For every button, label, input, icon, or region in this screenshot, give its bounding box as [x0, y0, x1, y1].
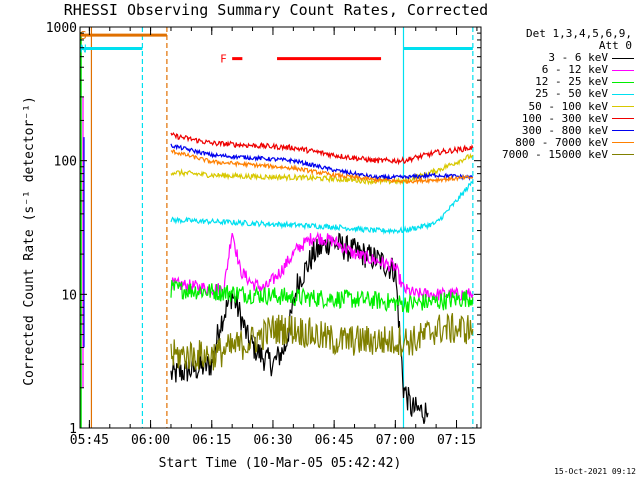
series-line: [170, 131, 474, 166]
legend-swatch: [612, 154, 634, 156]
legend-swatch: [612, 57, 634, 59]
legend-label: 3 - 6 keV: [548, 51, 608, 65]
detector-header-line-2: Att 0: [598, 39, 632, 53]
legend-swatch: [612, 69, 634, 71]
flag-letter: N: [80, 43, 87, 56]
series-line: [170, 180, 474, 235]
legend-swatch: [612, 81, 634, 83]
legend-label: 800 - 7000 keV: [515, 135, 608, 149]
y-tick-label: 10: [61, 288, 77, 303]
legend-label: 100 - 300 keV: [521, 111, 608, 125]
legend-swatch: [612, 130, 634, 132]
legend-entries: 3 - 6 keV 6 - 12 keV 12 - 25 keV 25 - 50 ke…: [482, 52, 634, 161]
legend-swatch: [612, 118, 634, 120]
y-tick-label: 1: [69, 422, 77, 437]
y-axis-label: Corrected Count Rate (s⁻¹ detector⁻¹): [22, 96, 37, 386]
plot-frame: [79, 26, 482, 429]
legend-entry: 25 - 50 keV: [482, 88, 634, 100]
series-line: [170, 149, 474, 185]
x-tick-label: 06:30: [253, 433, 292, 448]
legend-label: 50 - 100 keV: [528, 99, 608, 113]
x-tick-label: 07:15: [437, 433, 476, 448]
legend-swatch: [612, 106, 634, 108]
detector-header-line-1: Det 1,3,4,5,6,9,: [526, 27, 632, 40]
x-tick-label: 05:45: [70, 433, 109, 448]
legend-swatch: [612, 142, 634, 144]
timestamp: 15-Oct-2021 09:12: [554, 467, 636, 476]
legend-entry: 3 - 6 keV: [482, 52, 634, 64]
legend-entry: 300 - 800 keV: [482, 123, 634, 137]
legend-entry: 12 - 25 keV: [482, 76, 634, 88]
legend-swatch: [612, 94, 634, 96]
legend-entry: 7000 - 15000 keV: [482, 147, 634, 161]
x-tick-label: 07:00: [376, 433, 415, 448]
legend-label: 25 - 50 keV: [535, 87, 608, 101]
legend-label: 300 - 800 keV: [521, 123, 608, 137]
series-line: [170, 312, 474, 371]
flag-letter: F: [220, 53, 227, 66]
y-tick-label: 1000: [46, 21, 77, 36]
flag-letter: S: [80, 29, 87, 42]
legend-entry: 50 - 100 keV: [482, 99, 634, 113]
series-line: [170, 143, 474, 182]
y-tick-label: 100: [54, 155, 77, 170]
x-axis-label: Start Time (10-Mar-05 05:42:42): [159, 456, 402, 471]
x-tick-label: 06:45: [315, 433, 354, 448]
x-tick-label: 06:00: [131, 433, 170, 448]
legend-label: 7000 - 15000 keV: [502, 147, 608, 161]
legend-entry: 100 - 300 keV: [482, 111, 634, 125]
x-tick-label: 06:15: [192, 433, 231, 448]
legend-label: 12 - 25 keV: [535, 75, 608, 89]
chart-title: RHESSI Observing Summary Count Rates, Co…: [64, 1, 488, 19]
series-line: [170, 279, 474, 313]
series-line: [170, 152, 474, 186]
legend-label: 6 - 12 keV: [541, 63, 608, 77]
legend-entry: 800 - 7000 keV: [482, 135, 634, 149]
legend-entry: 6 - 12 keV: [482, 64, 634, 76]
legend: Det 1,3,4,5,6,9, Att 0 3 - 6 keV 6 - 12 k…: [482, 27, 634, 161]
